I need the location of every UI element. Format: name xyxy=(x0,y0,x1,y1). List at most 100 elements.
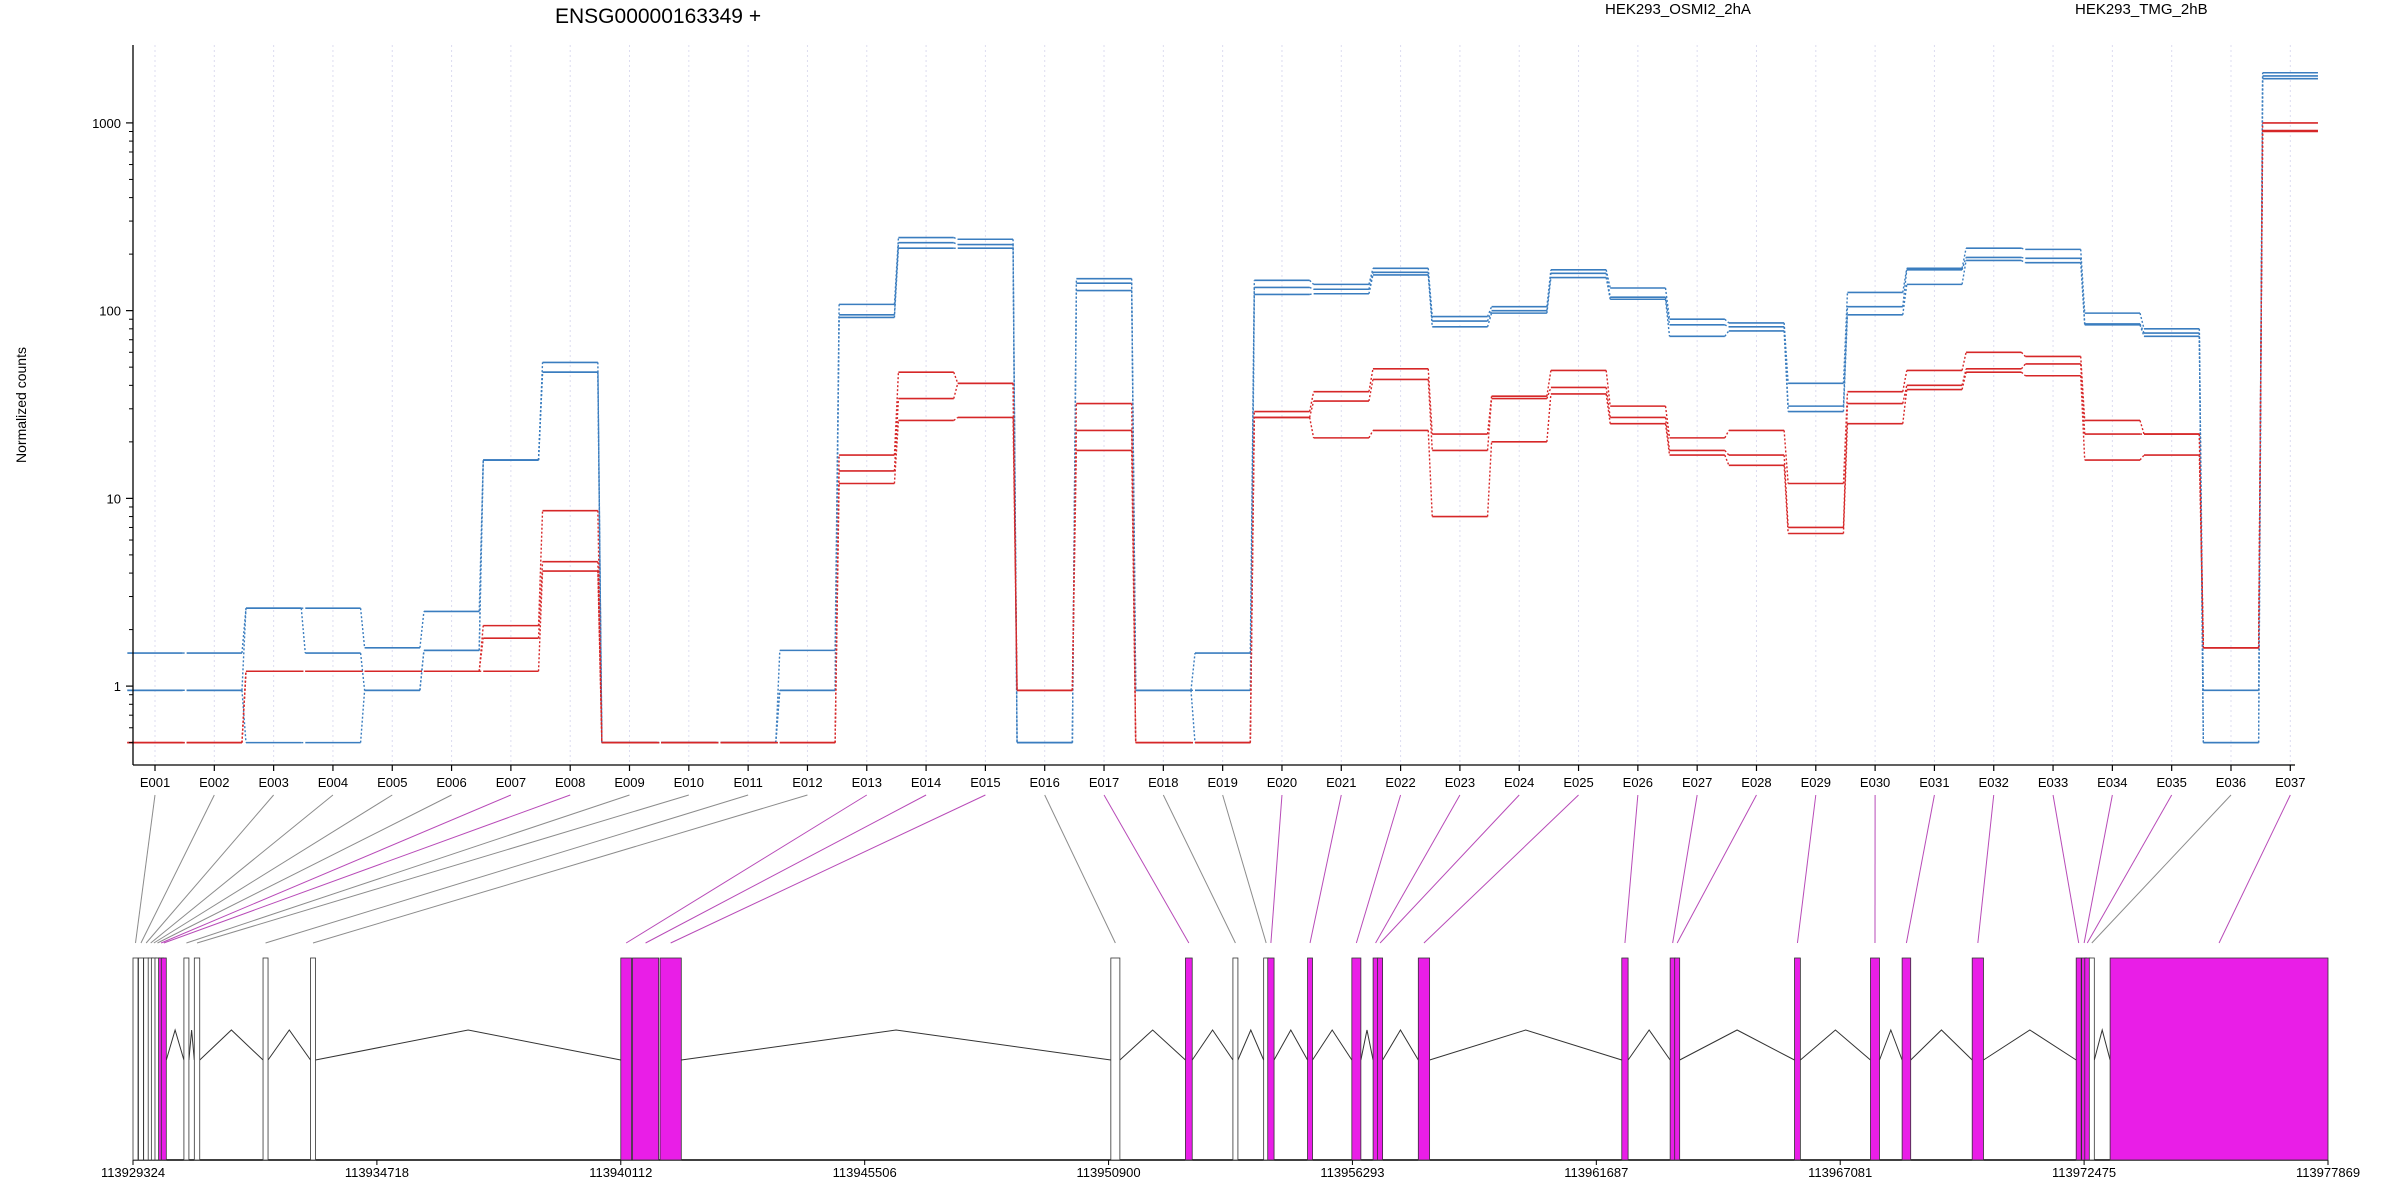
series-layer xyxy=(127,71,2318,744)
connector-line xyxy=(1071,290,1078,743)
intron-line xyxy=(1627,1029,1671,1061)
exon-connector xyxy=(186,794,630,944)
connector-line xyxy=(1546,387,1552,399)
exon-connector xyxy=(1162,794,1236,944)
connector-line xyxy=(1902,389,1908,424)
connector-line xyxy=(1309,286,1314,290)
connector-line xyxy=(893,372,900,456)
intron-line xyxy=(1237,1028,1265,1061)
connector-line xyxy=(1368,272,1374,290)
connector-line xyxy=(537,372,544,461)
exon-connector xyxy=(1309,794,1342,944)
connector-line xyxy=(2257,78,2264,743)
connector-line xyxy=(1902,370,1908,392)
connector-line xyxy=(2080,363,2086,435)
connector-line xyxy=(1427,368,1433,435)
connector-line xyxy=(775,650,781,743)
connector-line xyxy=(2021,259,2026,264)
connector-line xyxy=(241,608,247,654)
series-hek293-osmi2-2ha-5 xyxy=(127,130,2318,744)
exon-box-e022 xyxy=(1351,957,1362,1161)
intron-line xyxy=(1273,1028,1308,1061)
exon-box-e031 xyxy=(1901,957,1912,1161)
intron-line xyxy=(681,1029,1111,1061)
x-tick-label: E027 xyxy=(1682,775,1712,790)
connector-line xyxy=(1783,326,1789,407)
x-tick-label: E025 xyxy=(1563,775,1593,790)
exon-box-e032 xyxy=(1971,957,1984,1161)
exon-connector xyxy=(645,794,927,944)
connector-line xyxy=(241,608,247,691)
connector-line xyxy=(1664,406,1671,438)
exon-connector xyxy=(1905,794,1935,944)
x-tick-label: E017 xyxy=(1089,775,1119,790)
connector-line xyxy=(775,690,781,743)
x-tick-label: E002 xyxy=(199,775,229,790)
intron-line xyxy=(1119,1029,1186,1061)
connector-line xyxy=(1605,277,1611,300)
intron-line xyxy=(2093,1028,2111,1061)
exon-connector xyxy=(670,794,986,944)
connector-line xyxy=(1130,450,1137,743)
connector-line xyxy=(1427,274,1433,327)
connector-line xyxy=(1961,248,1967,269)
connector-line xyxy=(419,611,425,648)
x-tick-label: E023 xyxy=(1445,775,1475,790)
connector-line xyxy=(359,608,366,648)
axes: 1 10 100 1000 E001 E002 E003 E004 E005 E006 E007 E0… xyxy=(92,45,2305,790)
exon-box-e020 xyxy=(1267,957,1275,1161)
connector-line xyxy=(478,638,484,672)
exon-box-e009 xyxy=(183,957,190,1161)
connector-line xyxy=(1724,454,1730,466)
exon-connector xyxy=(1676,794,1757,944)
intron-line xyxy=(1679,1029,1795,1061)
connector-line xyxy=(2139,454,2145,461)
connector-line xyxy=(2020,371,2026,377)
connector-line xyxy=(1961,372,1967,390)
connector-line xyxy=(1308,391,1315,412)
connector-line xyxy=(1961,368,1967,386)
exon-box-e036 xyxy=(2088,957,2095,1161)
connector-line xyxy=(1012,417,1018,691)
coordinate-tick-label: 113940112 xyxy=(589,1165,652,1180)
x-tick-label: E004 xyxy=(318,775,348,790)
x-tick-label: E012 xyxy=(792,775,822,790)
connector-line xyxy=(2021,256,2026,259)
connector-line xyxy=(597,571,603,743)
connector-line xyxy=(893,420,900,484)
connector-line xyxy=(1190,652,1196,691)
coordinate-tick-label: 113934718 xyxy=(345,1165,409,1180)
exon-box-e029 xyxy=(1794,957,1801,1161)
connector-line xyxy=(1842,306,1849,407)
x-tick-label: E013 xyxy=(852,775,882,790)
connector-line xyxy=(597,372,603,743)
exon-connector xyxy=(1423,794,1579,944)
exon-box-e012 xyxy=(310,957,316,1161)
connector-line xyxy=(1249,294,1256,743)
x-tick-label: E014 xyxy=(911,775,941,790)
exon-connector xyxy=(153,794,393,944)
coordinate-tick-label: 113967081 xyxy=(1808,1165,1872,1180)
connector-line xyxy=(2020,363,2026,370)
connector-line xyxy=(1961,352,1967,371)
exon-box-e018 xyxy=(1232,957,1239,1161)
x-tick-label: E031 xyxy=(1919,775,1949,790)
exon-connector xyxy=(1624,794,1639,944)
exon-connector xyxy=(157,794,452,944)
connector-line xyxy=(953,236,959,240)
connector-line xyxy=(1486,310,1493,322)
connector-line xyxy=(1724,430,1730,439)
coordinate-tick-label: 113977869 xyxy=(2296,1165,2360,1180)
intron-line xyxy=(1360,1029,1374,1061)
connector-line xyxy=(1664,417,1671,451)
intron-line xyxy=(1382,1029,1419,1061)
connector-line xyxy=(1605,393,1611,424)
connector-line xyxy=(893,248,900,318)
exon-box-e008 xyxy=(160,957,167,1161)
exon-box-e021 xyxy=(1307,957,1313,1161)
connector-line xyxy=(1842,292,1849,384)
exon-connector xyxy=(2086,794,2173,944)
connector-line xyxy=(953,383,959,399)
y-tick-label: 1000 xyxy=(92,116,121,131)
connector-line xyxy=(953,371,959,384)
